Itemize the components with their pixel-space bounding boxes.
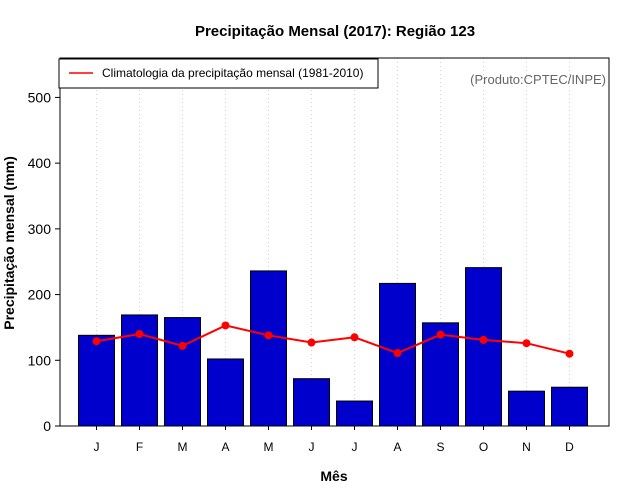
bar-11	[508, 390, 545, 427]
x-tick-label: D	[565, 440, 574, 454]
climatology-point-8	[393, 349, 402, 358]
bar-10	[465, 267, 502, 427]
x-tick-label: N	[522, 440, 531, 454]
climatology-point-3	[178, 341, 187, 350]
y-axis-label: Precipitação mensal (mm)	[1, 156, 17, 330]
climatology-point-12	[565, 349, 574, 358]
y-tick-label: 200	[28, 287, 52, 303]
grid-lines	[96, 58, 570, 426]
climatology-point-4	[221, 321, 230, 330]
x-tick-label: F	[136, 440, 143, 454]
bar-3	[164, 317, 201, 427]
climatology-point-7	[350, 333, 359, 342]
x-tick-label: M	[264, 440, 274, 454]
y-axis: 0 100 200 300 400 500	[28, 89, 60, 434]
credit-annotation: (Produto:CPTEC/INPE)	[470, 72, 606, 87]
y-tick-label: 400	[28, 155, 52, 171]
legend-label: Climatologia da precipitação mensal (198…	[102, 66, 363, 80]
climatology-point-2	[135, 330, 144, 338]
x-tick-label: J	[309, 440, 315, 454]
bar-7	[336, 400, 373, 427]
bars	[78, 267, 588, 427]
climatology-line	[92, 321, 574, 358]
x-tick-label: A	[221, 440, 229, 454]
climatology-point-5	[264, 331, 273, 340]
bar-12	[551, 386, 588, 427]
x-tick-label: J	[352, 440, 358, 454]
x-tick-label: A	[393, 440, 401, 454]
climatology-point-6	[307, 338, 316, 347]
bar-5	[250, 270, 287, 427]
y-tick-label: 100	[28, 352, 52, 368]
climatology-point-11	[522, 339, 531, 348]
y-tick-label: 0	[43, 418, 51, 434]
x-tick-label: S	[436, 440, 444, 454]
bar-1	[78, 334, 115, 427]
legend: Climatologia da precipitação mensal (198…	[58, 58, 379, 89]
climatology-polyline	[96, 324, 570, 355]
climatology-point-10	[479, 335, 488, 344]
bar-6	[293, 378, 330, 427]
climatology-point-9	[436, 330, 445, 339]
x-tick-label: J	[94, 440, 100, 454]
x-tick-label: O	[479, 440, 488, 454]
chart-title: Precipitação Mensal (2017): Região 123	[195, 23, 475, 40]
plot-frame	[59, 57, 610, 427]
bar-4	[207, 358, 244, 427]
legend-box	[58, 58, 379, 89]
x-tick-label: M	[178, 440, 188, 454]
y-tick-label: 300	[28, 221, 52, 237]
climatology-point-1	[92, 337, 101, 346]
x-axis-label: Mês	[320, 468, 347, 484]
y-tick-label: 500	[28, 89, 52, 105]
